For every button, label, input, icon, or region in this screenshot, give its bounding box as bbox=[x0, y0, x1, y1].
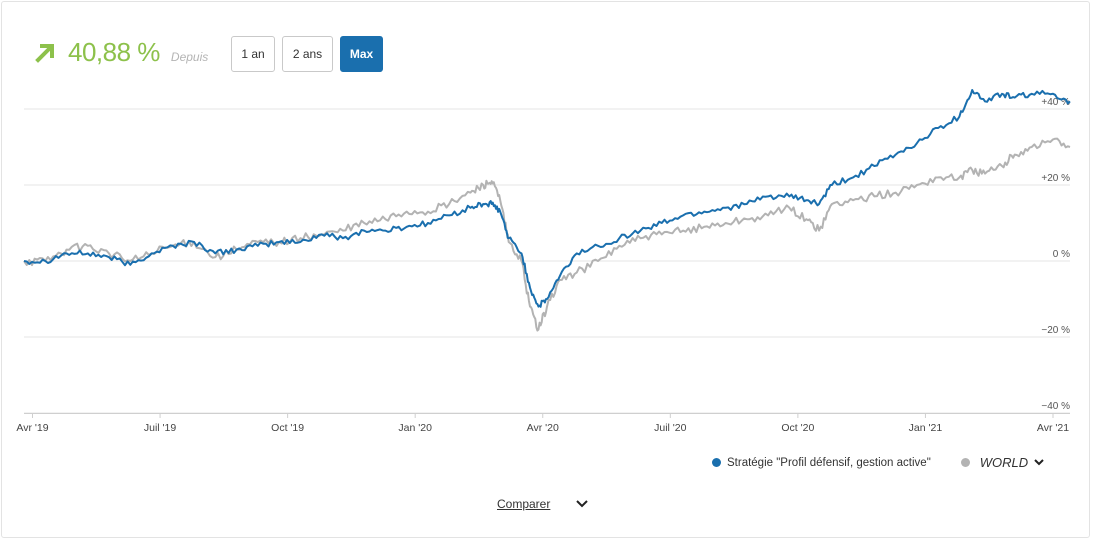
world-legend-dot bbox=[960, 458, 970, 467]
strategy-legend-dot bbox=[712, 458, 721, 467]
y-tick-label: −40 % bbox=[1041, 401, 1070, 412]
x-tick-label: Oct '19 bbox=[271, 422, 304, 434]
x-tick-label: Avr '20 bbox=[527, 422, 559, 434]
y-tick-label: −20 % bbox=[1041, 325, 1070, 336]
arrow-up-right-icon bbox=[35, 44, 54, 63]
x-tick-label: Jan '21 bbox=[909, 422, 943, 434]
x-tick-label: Jan '20 bbox=[398, 422, 432, 434]
performance-value: 40,88 % bbox=[68, 37, 160, 67]
world-legend-selector[interactable]: WORLD bbox=[960, 455, 1044, 470]
period-1-year-button[interactable]: 1 an bbox=[231, 36, 275, 72]
period-2-years-button[interactable]: 2 ans bbox=[282, 36, 333, 72]
x-tick-label: Oct '20 bbox=[781, 422, 814, 434]
world-series-line bbox=[23, 137, 1071, 332]
chart-legend: Stratégie "Profil défensif, gestion acti… bbox=[712, 455, 1044, 470]
x-tick-label: Avr '19 bbox=[16, 422, 48, 434]
period-max-button[interactable]: Max bbox=[340, 36, 383, 72]
strategy-series-line bbox=[23, 89, 1071, 308]
since-label: Depuis bbox=[170, 50, 209, 64]
x-tick-label: Avr '21 bbox=[1037, 422, 1069, 434]
x-tick-label: Juil '20 bbox=[654, 422, 687, 434]
y-tick-label: +40 % bbox=[1041, 97, 1070, 108]
strategy-legend-label: Stratégie "Profil défensif, gestion acti… bbox=[727, 456, 931, 469]
chevron-down-icon bbox=[576, 500, 589, 508]
compare-toggle[interactable]: Comparer bbox=[497, 497, 589, 511]
compare-label: Comparer bbox=[497, 497, 551, 511]
performance-summary: 40,88 % Depuis bbox=[34, 37, 208, 68]
y-tick-label: +20 % bbox=[1041, 173, 1070, 184]
y-tick-label: 0 % bbox=[1053, 249, 1070, 260]
world-legend-label: WORLD bbox=[979, 455, 1029, 470]
x-tick-label: Juil '19 bbox=[144, 422, 177, 434]
chevron-down-icon bbox=[1034, 459, 1044, 466]
